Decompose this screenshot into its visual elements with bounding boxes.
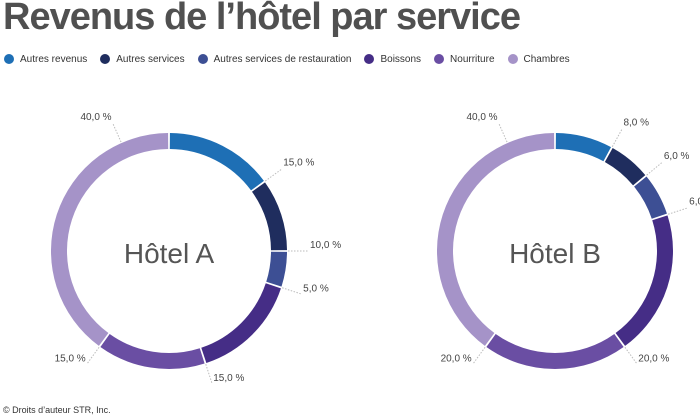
legend-label: Boissons — [380, 53, 422, 65]
leader-line — [498, 122, 508, 143]
donut-slice — [51, 133, 169, 346]
donut-slice — [604, 148, 646, 186]
data-label: 20,0 % — [638, 353, 669, 364]
leader-line — [646, 161, 664, 176]
legend-label: Chambres — [523, 53, 570, 65]
legend-item: Autres revenus — [4, 54, 87, 65]
donut-slice — [633, 176, 667, 219]
legend-item: Boissons — [364, 54, 421, 65]
data-label: 15,0 % — [55, 353, 86, 364]
legend-swatch — [4, 54, 14, 64]
data-label: 40,0 % — [80, 112, 111, 123]
donut-slice — [100, 333, 205, 369]
legend-item: Autres services de restauration — [197, 53, 352, 65]
legend-item: Nourriture — [434, 53, 495, 65]
donut-slice — [615, 215, 673, 346]
data-label: 6,0 % — [689, 197, 700, 208]
donut-slice — [251, 182, 287, 251]
legend-swatch — [197, 54, 208, 64]
data-label: 40,0 % — [466, 112, 497, 123]
legend-label: Autres services — [116, 53, 185, 65]
leader-line — [264, 168, 283, 182]
data-label: 10,0 % — [310, 240, 341, 251]
donut-slice — [169, 133, 264, 191]
donut-center-title: Hôtel A — [124, 238, 215, 269]
donut-slice — [555, 133, 612, 162]
leader-line — [112, 122, 122, 143]
legend-label: Autres revenus — [20, 53, 88, 65]
data-label: 20,0 % — [441, 353, 472, 364]
chart-title: Revenus de l’hôtel par service — [3, 0, 521, 38]
leader-line — [624, 346, 638, 365]
leader-line — [282, 287, 303, 295]
legend-item: Chambres — [507, 53, 570, 65]
donut-slice — [437, 133, 555, 346]
copyright-text: © Droits d’auteur STR, Inc. — [3, 405, 111, 415]
legend-item: Autres services — [100, 53, 185, 65]
donut-slice — [266, 251, 287, 287]
legend-label: Nourriture — [450, 53, 495, 65]
donut-slice — [486, 333, 624, 370]
donut-slice — [201, 283, 281, 363]
donut-center-title: Hôtel B — [509, 238, 601, 269]
leader-line — [668, 207, 689, 215]
leader-line — [205, 364, 213, 385]
legend-swatch — [507, 54, 518, 64]
leader-line — [611, 128, 623, 147]
legend-swatch — [100, 54, 111, 64]
legend-swatch — [364, 54, 375, 64]
legend-swatch — [434, 54, 445, 64]
data-label: 5,0 % — [303, 283, 329, 294]
legend-label: Autres services de restauration — [213, 53, 352, 65]
data-label: 15,0 % — [213, 373, 244, 384]
data-label: 8,0 % — [623, 117, 649, 128]
leader-line — [86, 346, 100, 365]
data-label: 15,0 % — [283, 158, 314, 169]
leader-line — [472, 346, 486, 365]
legend: Autres revenus Autres services Autres serv… — [4, 51, 583, 67]
data-label: 6,0 % — [664, 151, 690, 162]
